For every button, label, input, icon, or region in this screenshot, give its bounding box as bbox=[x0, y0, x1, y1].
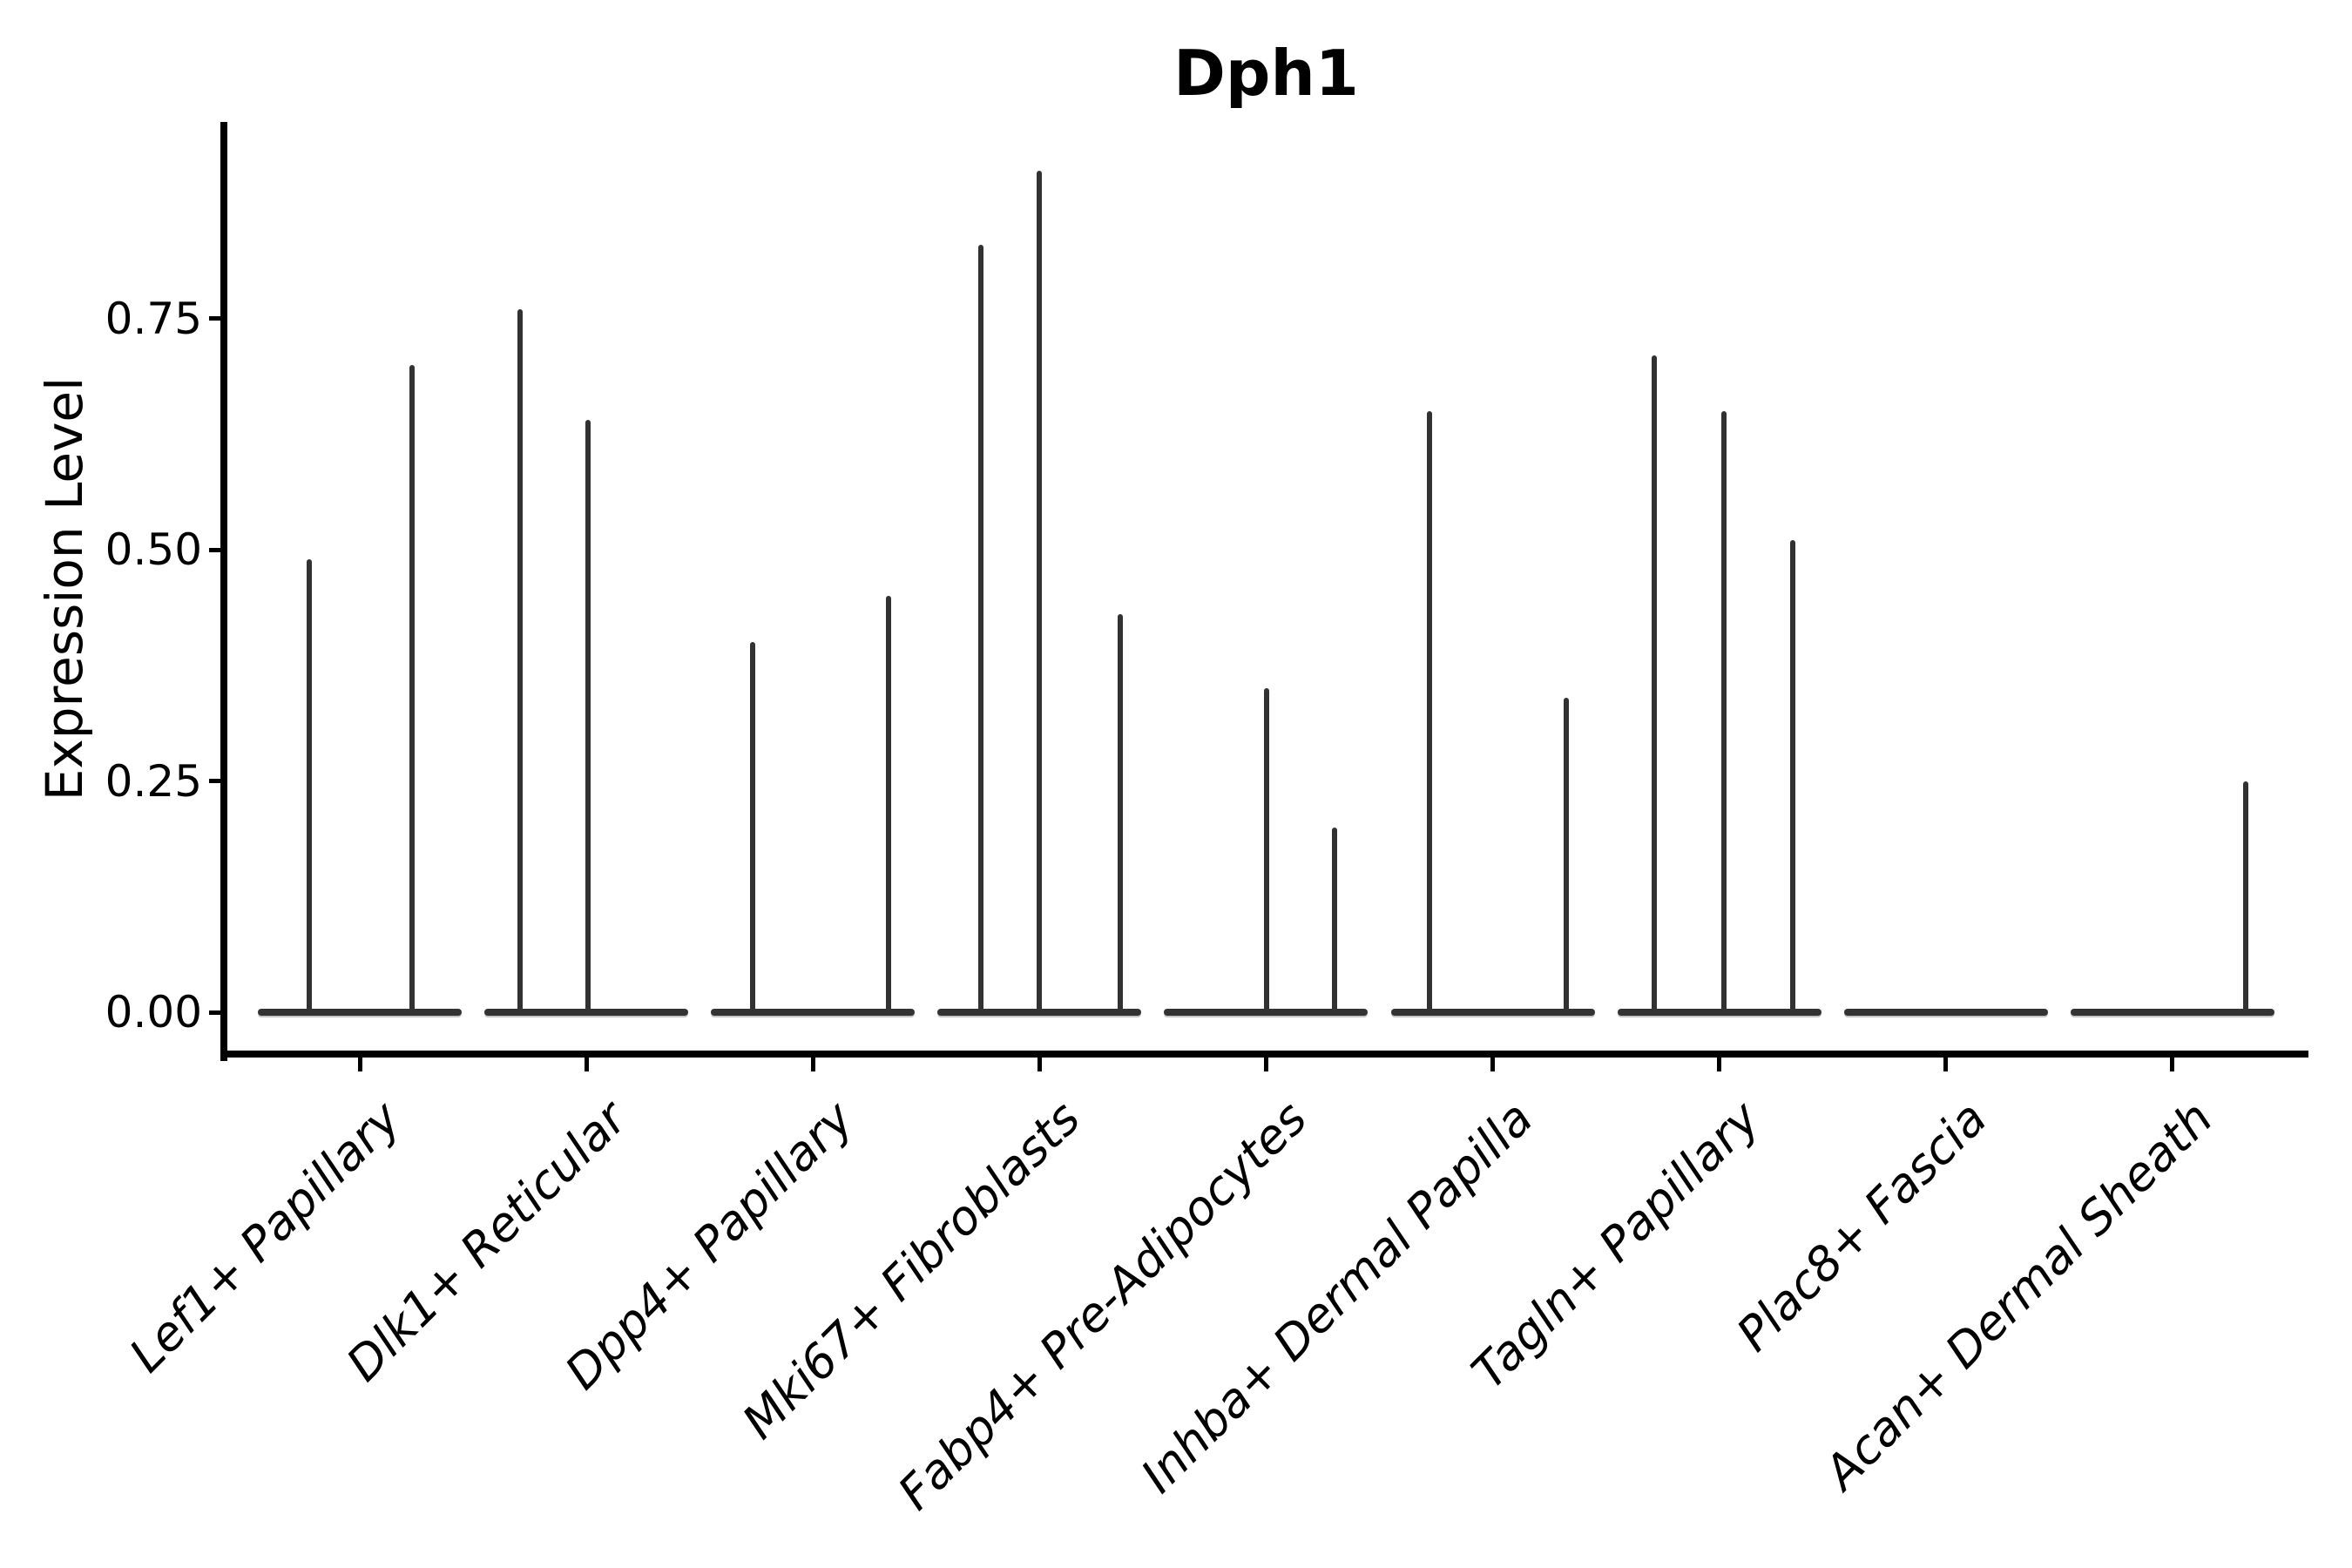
violin-spike bbox=[1426, 410, 1432, 1012]
x-tick-mark bbox=[1490, 1058, 1496, 1071]
violin-spike bbox=[1651, 355, 1657, 1012]
violin-spike bbox=[1264, 688, 1270, 1012]
y-tick-mark bbox=[209, 316, 222, 321]
chart-title: Dph1 bbox=[1173, 37, 1359, 110]
x-tick-label-text: Fabp4+ Pre-Adipocytes bbox=[887, 1091, 1318, 1521]
violin-baseline bbox=[711, 1009, 916, 1016]
y-tick-label: 0.75 bbox=[105, 293, 202, 344]
violin-baseline bbox=[937, 1009, 1142, 1016]
y-tick-label: 0.00 bbox=[105, 987, 202, 1037]
x-tick-mark bbox=[584, 1058, 589, 1071]
y-tick-mark bbox=[209, 1010, 222, 1015]
violin-spike bbox=[307, 558, 313, 1012]
x-tick-mark bbox=[2170, 1058, 2175, 1071]
violin-baseline bbox=[258, 1009, 463, 1016]
violin-spike bbox=[517, 308, 524, 1012]
x-tick-mark bbox=[1717, 1058, 1722, 1071]
violin-spike bbox=[750, 642, 756, 1012]
violin-spike bbox=[1789, 540, 1795, 1012]
y-axis-label-text: Expression Level bbox=[35, 376, 94, 801]
violin-spike bbox=[1118, 614, 1124, 1012]
violin-baseline bbox=[1843, 1009, 2048, 1016]
x-tick-mark bbox=[357, 1058, 362, 1071]
y-tick-mark bbox=[209, 779, 222, 783]
violin-spike bbox=[1037, 170, 1043, 1012]
x-tick-label-text: Acan+ Dermal Sheath bbox=[1814, 1091, 2224, 1500]
violin-baseline bbox=[1164, 1009, 1369, 1016]
x-axis-spine bbox=[220, 1051, 2308, 1058]
x-tick-mark bbox=[1263, 1058, 1268, 1071]
violin-spike bbox=[1720, 410, 1727, 1012]
violin-baseline bbox=[1390, 1009, 1595, 1016]
violin-baseline bbox=[1617, 1009, 1821, 1016]
y-axis-spine bbox=[220, 122, 227, 1061]
violin-spike bbox=[978, 244, 984, 1012]
x-tick-label-text: Inhba+ Dermal Papilla bbox=[1131, 1091, 1544, 1504]
violin-spike bbox=[1332, 827, 1338, 1012]
y-tick-label: 0.25 bbox=[105, 755, 202, 807]
violin-spike bbox=[585, 420, 591, 1012]
x-tick-mark bbox=[810, 1058, 815, 1071]
y-tick-mark bbox=[209, 547, 222, 552]
x-tick-mark bbox=[1037, 1058, 1042, 1071]
violin-baseline bbox=[484, 1009, 689, 1016]
violin-spike bbox=[2242, 781, 2248, 1012]
violin-spike bbox=[1563, 697, 1569, 1012]
violin-spike bbox=[409, 364, 416, 1012]
x-tick-mark bbox=[1943, 1058, 1949, 1071]
y-tick-label: 0.50 bbox=[105, 524, 202, 575]
violin-baseline bbox=[2070, 1009, 2274, 1016]
violin-spike bbox=[886, 596, 892, 1012]
